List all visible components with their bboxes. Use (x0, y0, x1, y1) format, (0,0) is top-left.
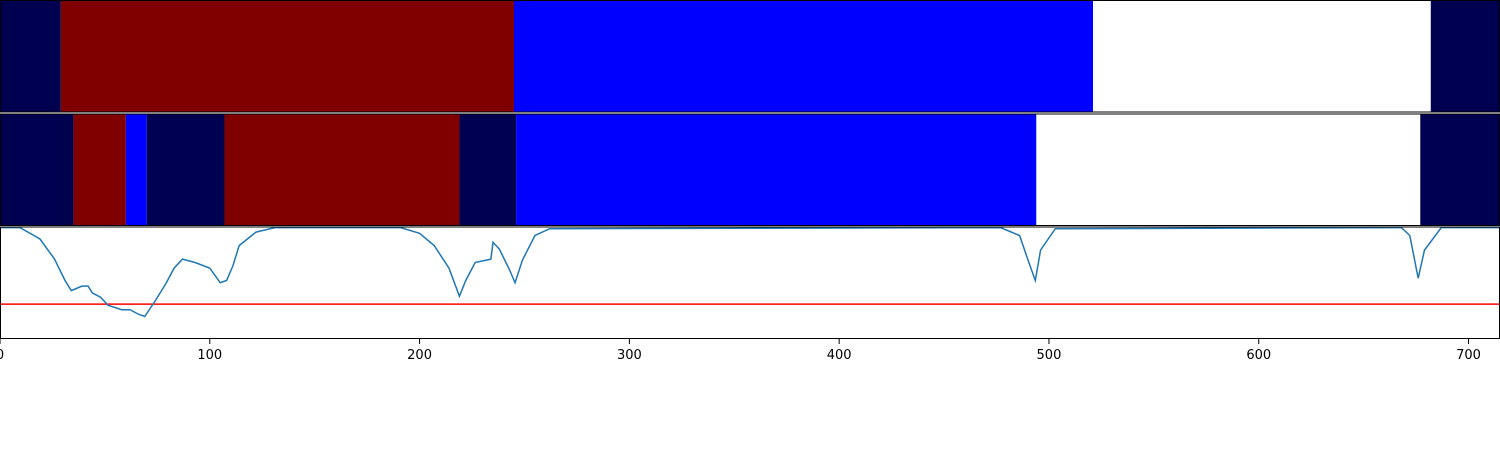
panel-frame (0, 226, 1500, 339)
x-tick-label: 200 (407, 348, 432, 363)
segment (0, 0, 61, 113)
segment (516, 113, 1037, 226)
segment (513, 0, 1094, 113)
x-tick-label: 100 (197, 348, 222, 363)
x-tick-label: 700 (1456, 348, 1481, 363)
segment (1093, 0, 1431, 113)
segment (1430, 0, 1500, 113)
x-tick-label: 600 (1246, 348, 1271, 363)
segment (459, 113, 517, 226)
x-tick-label: 300 (617, 348, 642, 363)
x-tick-label: 0 (0, 348, 4, 363)
segment (125, 113, 147, 226)
segment (0, 113, 74, 226)
x-tick-label: 400 (827, 348, 852, 363)
segment (1036, 113, 1421, 226)
segment (224, 113, 460, 226)
x-tick-label: 500 (1037, 348, 1062, 363)
segment (146, 113, 225, 226)
segment (60, 0, 514, 113)
confidence-line (0, 226, 1500, 318)
segment (73, 113, 126, 226)
segment (1420, 113, 1500, 226)
